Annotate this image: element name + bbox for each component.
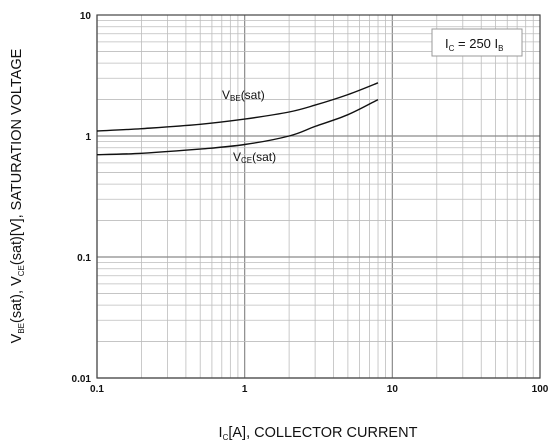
annotation-text: IC = 250 IB — [445, 36, 503, 53]
series-label-vbe: VBE(sat) — [222, 88, 265, 103]
y-tick-label: 1 — [85, 132, 91, 143]
condition-annotation: IC = 250 IB — [431, 28, 523, 57]
x-tick-label: 100 — [532, 384, 549, 395]
vbe-sat-curve — [96, 82, 379, 132]
x-axis-label: IC[A], COLLECTOR CURRENT — [219, 425, 418, 442]
plot-frame — [96, 14, 541, 379]
x-tick-label: 1 — [242, 384, 248, 395]
series-label-vce: VCE(sat) — [233, 150, 276, 165]
y-tick-label: 10 — [80, 11, 92, 22]
x-tick-label: 0.1 — [90, 384, 104, 395]
grid — [96, 15, 540, 379]
annotation-box — [431, 28, 523, 57]
vce-sat-curve — [96, 98, 379, 156]
x-tick-label: 10 — [387, 384, 399, 395]
y-axis-label: VBE(sat), VCE(sat)[V], SATURATION VOLTAG… — [9, 48, 26, 343]
series-lines — [96, 82, 379, 156]
y-tick-label: 0.1 — [77, 253, 91, 264]
y-tick-label: 0.01 — [72, 374, 92, 385]
